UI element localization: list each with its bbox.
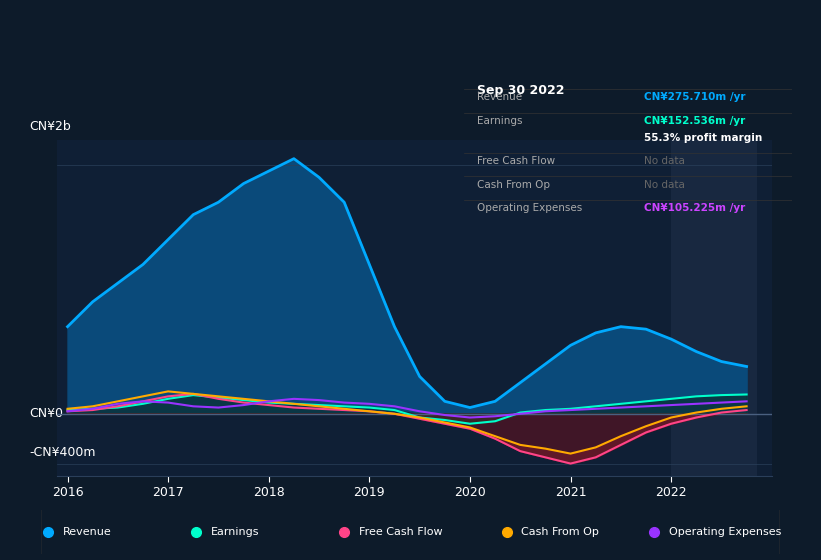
Text: Cash From Op: Cash From Op <box>477 180 550 190</box>
Text: CN¥105.225m /yr: CN¥105.225m /yr <box>644 203 745 213</box>
Text: Operating Expenses: Operating Expenses <box>477 203 582 213</box>
Text: CN¥275.710m /yr: CN¥275.710m /yr <box>644 92 746 102</box>
Text: No data: No data <box>644 156 686 166</box>
Text: CN¥0: CN¥0 <box>29 407 63 420</box>
Text: CN¥2b: CN¥2b <box>29 120 71 133</box>
Text: Free Cash Flow: Free Cash Flow <box>477 156 555 166</box>
Text: Earnings: Earnings <box>211 527 259 537</box>
Bar <box>671 140 757 476</box>
Text: CN¥152.536m /yr: CN¥152.536m /yr <box>644 116 745 126</box>
Text: Earnings: Earnings <box>477 116 522 126</box>
Text: Sep 30 2022: Sep 30 2022 <box>477 84 565 97</box>
Text: No data: No data <box>644 180 686 190</box>
Text: Free Cash Flow: Free Cash Flow <box>359 527 443 537</box>
Text: -CN¥400m: -CN¥400m <box>29 446 95 459</box>
Text: Revenue: Revenue <box>63 527 112 537</box>
Text: Revenue: Revenue <box>477 92 522 102</box>
Text: 55.3% profit margin: 55.3% profit margin <box>644 133 763 143</box>
Text: Cash From Op: Cash From Op <box>521 527 599 537</box>
Text: Operating Expenses: Operating Expenses <box>669 527 782 537</box>
